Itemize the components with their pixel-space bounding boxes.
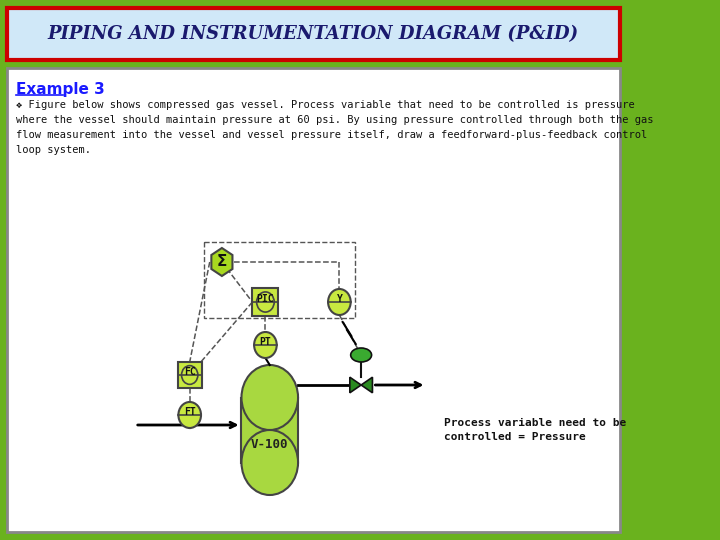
Circle shape: [179, 402, 201, 428]
Bar: [7, 68, 620, 532]
Bar: [241, 397, 298, 462]
Text: flow measurement into the vessel and vessel pressure itself, draw a feedforward-: flow measurement into the vessel and ves…: [16, 130, 647, 140]
Text: ❖ Figure below shows compressed gas vessel. Process variable that need to be con: ❖ Figure below shows compressed gas vess…: [16, 100, 634, 110]
Text: Σ: Σ: [217, 254, 227, 269]
Text: V-100: V-100: [251, 438, 289, 451]
Text: Y: Y: [336, 294, 342, 304]
Ellipse shape: [241, 365, 298, 430]
Text: PIC: PIC: [256, 294, 274, 304]
Ellipse shape: [241, 430, 298, 495]
Text: PT: PT: [259, 337, 271, 347]
Text: Process variable need to be: Process variable need to be: [444, 418, 626, 428]
Bar: [204, 242, 355, 318]
Polygon shape: [212, 248, 233, 276]
Text: FT: FT: [184, 407, 196, 417]
Bar: [7, 8, 620, 60]
Bar: [178, 362, 202, 388]
Circle shape: [181, 366, 198, 384]
Circle shape: [256, 292, 274, 312]
Text: FC: FC: [184, 367, 196, 377]
Polygon shape: [361, 377, 372, 393]
Ellipse shape: [351, 348, 372, 362]
Text: where the vessel should maintain pressure at 60 psi. By using pressure controlle: where the vessel should maintain pressur…: [16, 115, 653, 125]
Circle shape: [328, 289, 351, 315]
Polygon shape: [350, 377, 361, 393]
Text: PIPING AND INSTRUMENTATION DIAGRAM (P&ID): PIPING AND INSTRUMENTATION DIAGRAM (P&ID…: [48, 25, 579, 43]
Text: Example 3: Example 3: [16, 82, 104, 97]
Text: loop system.: loop system.: [16, 145, 91, 155]
Circle shape: [254, 332, 276, 358]
Text: controlled = Pressure: controlled = Pressure: [444, 432, 585, 442]
Bar: [253, 288, 279, 316]
